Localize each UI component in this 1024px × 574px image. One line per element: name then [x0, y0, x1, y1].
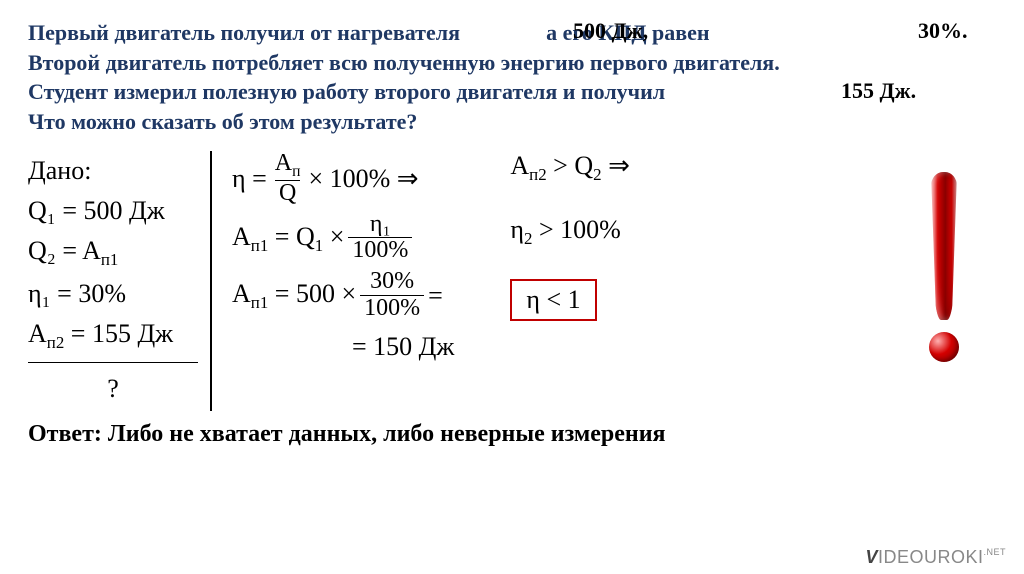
problem-line3a: Студент измерил полезную работу второго …: [28, 79, 665, 104]
answer-line: Ответ: Либо не хватает данных, либо неве…: [28, 421, 996, 448]
equation-eta: η = AпQ × 100% ⇒: [232, 151, 454, 206]
answer-label: Ответ:: [28, 421, 102, 447]
problem-line4: Что можно сказать об этом результате?: [28, 109, 417, 134]
videouroki-logo: VIDEOUROKI.NET: [865, 547, 1006, 568]
given-q2: Q₂ = Aп1: [28, 231, 198, 273]
given-eta1: η₁ = 30%: [28, 274, 198, 314]
solution-column: η = AпQ × 100% ⇒ Aп1 = Q1 × η₁100% Aп1 =…: [232, 151, 454, 372]
overlay-155: 155 Дж.: [841, 78, 916, 104]
equation-result: = 150 Дж: [232, 327, 454, 366]
right-column: Aп2 > Q2 ⇒ η2 > 100% η < 1: [510, 151, 629, 321]
problem-line1a: Первый двигатель получил от нагревателя: [28, 20, 460, 45]
equation-ap1-symbolic: Aп1 = Q1 × η₁100%: [232, 212, 454, 263]
answer-text: Либо не хватает данных, либо неверные из…: [102, 421, 666, 447]
given-question: ?: [28, 362, 198, 409]
boxed-conclusion: η < 1: [510, 279, 596, 321]
exclamation-icon: [924, 172, 964, 372]
vertical-divider: [210, 151, 212, 411]
work-area: Дано: Q₁ = 500 Дж Q₂ = Aп1 η₁ = 30% Aп2 …: [28, 151, 996, 411]
given-q1: Q₁ = 500 Дж: [28, 191, 198, 231]
problem-line2: Второй двигатель потребляет всю полученн…: [28, 50, 780, 75]
inequality-ap2: Aп2 > Q2 ⇒: [510, 151, 629, 185]
given-column: Дано: Q₁ = 500 Дж Q₂ = Aп1 η₁ = 30% Aп2 …: [28, 151, 210, 410]
given-ap2: Aп2 = 155 Дж: [28, 314, 198, 356]
inequality-eta2: η2 > 100%: [510, 215, 629, 249]
equation-ap1-numeric: Aп1 = 500 × 30%100% =: [232, 269, 454, 320]
overlay-30: 30%.: [918, 18, 968, 44]
given-label: Дано:: [28, 151, 198, 191]
overlay-500: 500 Дж,: [573, 18, 648, 44]
